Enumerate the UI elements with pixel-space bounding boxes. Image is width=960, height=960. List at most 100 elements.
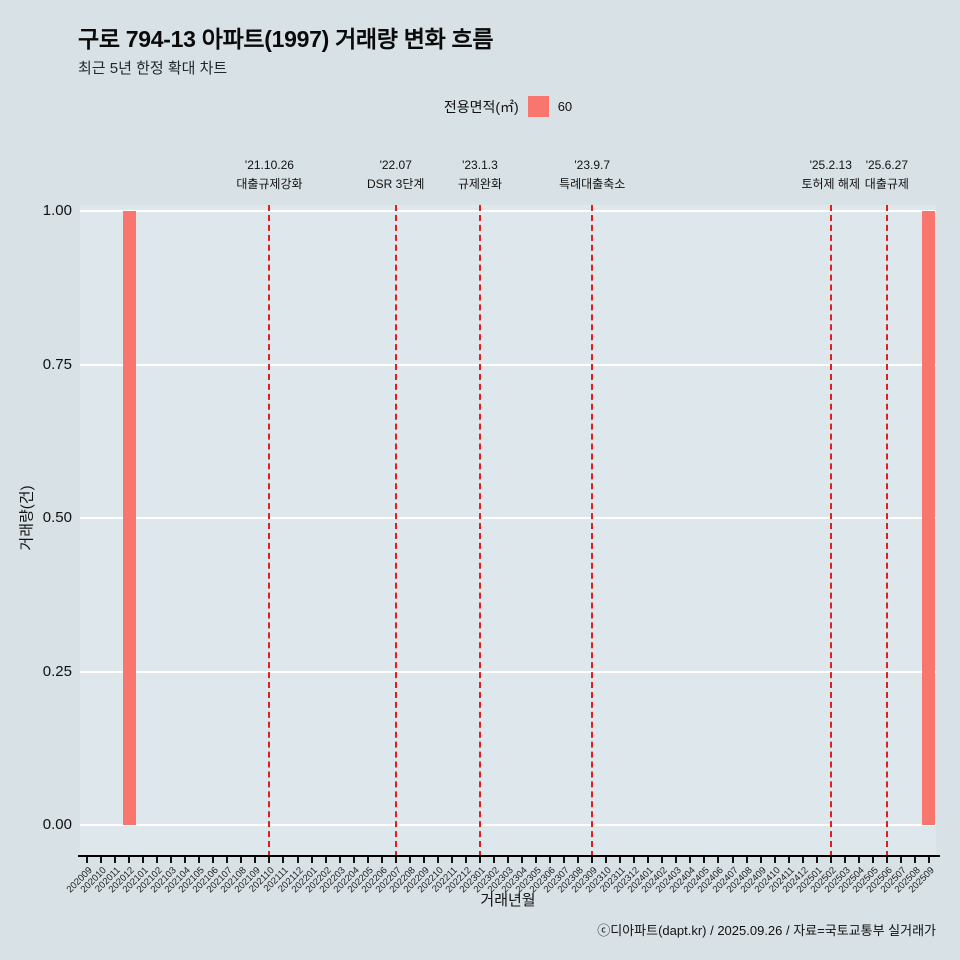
x-tick	[380, 857, 383, 863]
x-tick	[492, 857, 495, 863]
x-tick	[296, 857, 299, 863]
x-tick	[899, 857, 902, 863]
x-tick	[535, 857, 538, 863]
annotation-date: '22.07	[379, 158, 412, 172]
x-tick	[521, 857, 524, 863]
x-tick	[268, 857, 271, 863]
x-tick	[100, 857, 103, 863]
x-tick	[549, 857, 552, 863]
x-tick	[871, 857, 874, 863]
annotation-date: '21.10.26	[244, 158, 294, 172]
x-tick	[717, 857, 720, 863]
x-tick	[226, 857, 229, 863]
y-tick-label: 0.50	[42, 509, 72, 526]
y-tick-label: 0.75	[42, 355, 72, 373]
x-tick	[478, 857, 481, 863]
y-gridline	[80, 670, 936, 673]
annotation-202309: '23.9.7 특례대출축소	[492, 156, 692, 194]
x-tick	[254, 857, 257, 863]
footer-credit: ⓒ디아파트(dapt.kr) / 2025.09.26 / 자료=국토교통부 실…	[597, 923, 936, 938]
x-tick	[422, 857, 425, 863]
x-tick	[619, 857, 622, 863]
x-tick	[394, 857, 397, 863]
x-tick	[450, 857, 453, 863]
x-tick	[156, 857, 159, 863]
event-line-202309	[591, 205, 594, 857]
x-tick	[773, 857, 776, 863]
annotation-label: DSR 3단계	[367, 177, 425, 191]
annotation-label: 대출규제	[864, 177, 909, 191]
annotation-202301: '23.1.3 규제완화	[380, 156, 580, 194]
x-tick	[86, 857, 89, 863]
annotation-202207: '22.07 DSR 3단계	[296, 156, 496, 194]
annotation-202110: '21.10.26 대출규제강화	[169, 156, 369, 194]
x-tick	[212, 857, 215, 863]
x-tick	[633, 857, 636, 863]
y-tick-label: 0.00	[42, 816, 72, 833]
x-axis-title: 거래년월	[480, 892, 536, 909]
x-tick	[829, 857, 832, 863]
event-line-202502	[829, 205, 832, 857]
x-tick	[885, 857, 888, 863]
page-subtitle: 최근 5년 한정 확대 차트	[78, 60, 228, 77]
x-tick	[240, 857, 243, 863]
page-title: 구로 794-13 아파트(1997) 거래량 변화 흐름	[78, 26, 494, 52]
event-line-202301	[478, 205, 481, 857]
annotation-date: '23.1.3	[462, 158, 498, 172]
x-tick	[577, 857, 580, 863]
x-tick	[366, 857, 369, 863]
annotation-date: '25.6.27	[865, 158, 909, 172]
x-tick	[689, 857, 692, 863]
y-gridline	[80, 210, 936, 212]
bar-202012	[122, 211, 136, 825]
x-tick	[591, 857, 594, 863]
y-gridline	[80, 824, 936, 826]
x-tick	[142, 857, 145, 863]
x-tick	[198, 857, 201, 863]
x-tick	[170, 857, 173, 863]
x-tick	[184, 857, 187, 863]
event-line-202506	[885, 205, 888, 857]
x-tick	[436, 857, 439, 863]
x-tick	[913, 857, 916, 863]
x-tick	[647, 857, 650, 863]
y-gridline	[80, 363, 936, 366]
x-tick	[857, 857, 860, 863]
event-line-202110	[268, 205, 271, 857]
x-tick	[661, 857, 664, 863]
y-tick-label: 0.25	[42, 662, 72, 680]
annotation-label: 특례대출축소	[559, 177, 626, 191]
x-tick	[324, 857, 327, 863]
x-tick	[128, 857, 131, 863]
event-line-202207	[394, 205, 397, 857]
x-tick	[787, 857, 790, 863]
legend-item-label: 60	[557, 99, 573, 114]
x-tick	[114, 857, 117, 863]
annotation-label: 대출규제강화	[236, 177, 303, 191]
x-tick	[507, 857, 509, 863]
x-tick	[731, 857, 734, 863]
bar-202509	[922, 211, 936, 825]
x-tick	[338, 857, 341, 863]
legend-swatch-60	[527, 96, 549, 117]
annotation-label: 규제완화	[457, 177, 502, 191]
x-tick	[310, 857, 313, 863]
x-tick	[759, 857, 762, 863]
annotation-label: 토허제 해제	[801, 177, 861, 191]
annotation-date: '23.9.7	[574, 158, 611, 172]
annotation-date: '25.2.13	[809, 158, 852, 172]
x-tick	[563, 857, 566, 863]
legend-title: 전용면적(㎡)	[443, 98, 519, 115]
y-tick-label: 1.00	[42, 202, 72, 219]
x-tick	[605, 857, 608, 863]
x-tick	[408, 857, 411, 863]
y-gridline	[80, 517, 936, 519]
annotation-202506: '25.6.27 대출규제	[787, 156, 960, 194]
x-tick	[703, 857, 706, 863]
x-tick	[675, 857, 678, 863]
x-tick	[282, 857, 285, 863]
x-tick	[927, 857, 930, 863]
x-tick	[815, 857, 818, 863]
x-tick	[745, 857, 748, 863]
